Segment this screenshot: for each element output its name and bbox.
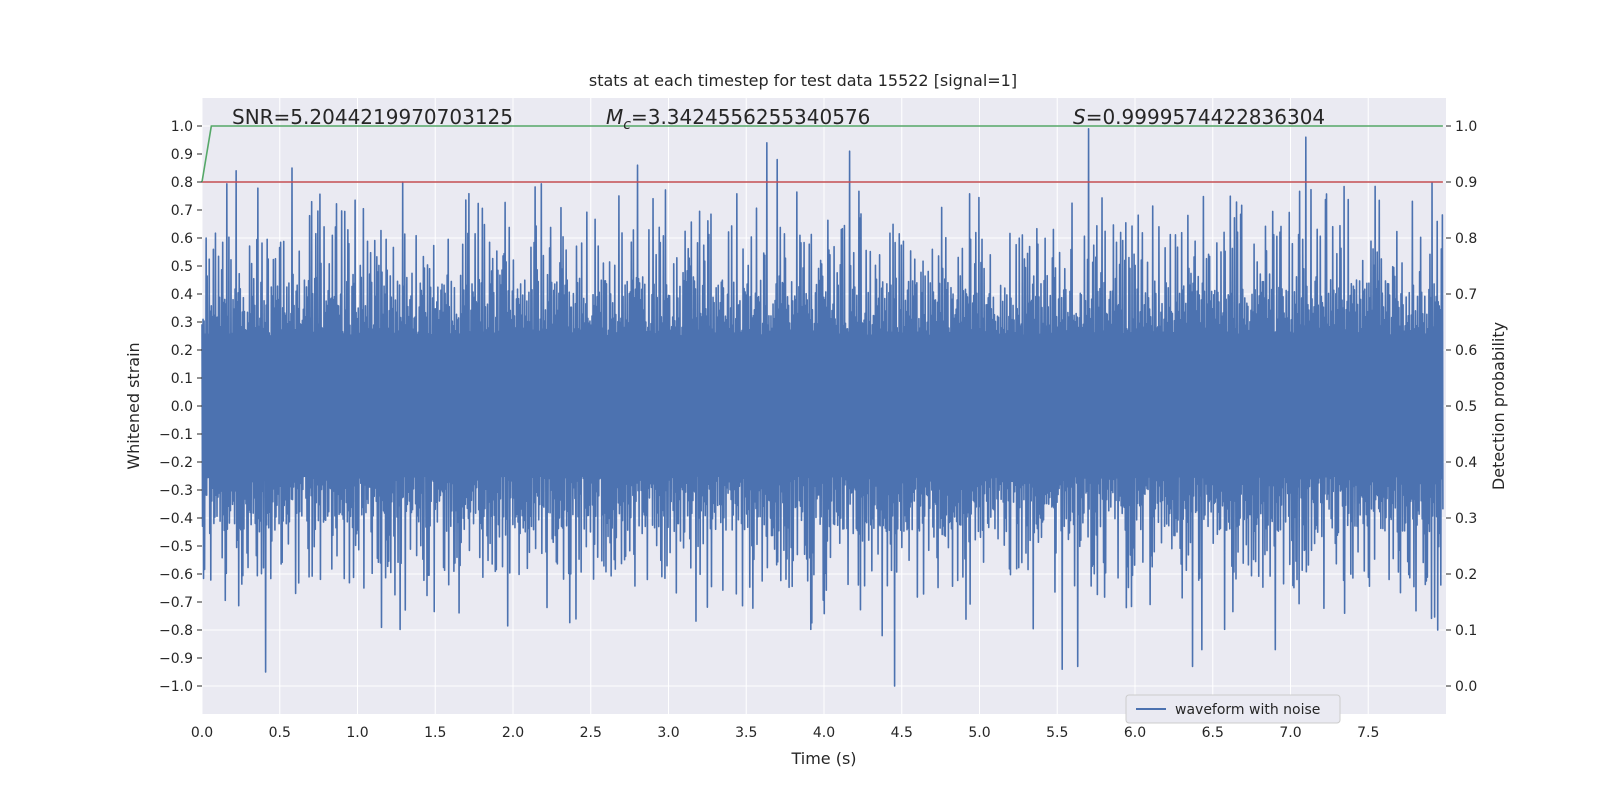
- y-left-tick-label: 0.7: [171, 203, 193, 219]
- x-tick-label: 7.5: [1357, 725, 1379, 741]
- y-right-tick-label: 0.0: [1455, 679, 1477, 695]
- y-right-tick-label: 0.9: [1455, 175, 1477, 191]
- y-left-tick-label: 0.0: [171, 399, 193, 415]
- x-tick-label: 2.0: [502, 725, 524, 741]
- y-right-tick-label: 0.1: [1455, 623, 1477, 639]
- y-left-tick-label: 0.8: [171, 175, 193, 191]
- y-right-tick-label: 0.6: [1455, 343, 1477, 359]
- detection-probability-line: [201, 125, 1443, 183]
- y-left-tick-label: −0.9: [159, 651, 193, 667]
- y-right-tick-label: 0.2: [1455, 567, 1477, 583]
- y-left-tick-label: 0.6: [171, 231, 193, 247]
- x-tick-label: 3.5: [735, 725, 757, 741]
- y-left-tick-label: −0.4: [159, 511, 193, 527]
- score-value: =0.9999574422836304: [1086, 105, 1325, 129]
- y-left-tick-label: −0.2: [159, 455, 193, 471]
- probability-series: [201, 125, 1443, 183]
- y-left-tick-label: −0.6: [159, 567, 193, 583]
- y-right-tick-label: 0.4: [1455, 455, 1477, 471]
- y-right-tick-label: 0.3: [1455, 511, 1477, 527]
- y-left-tick-label: 0.1: [171, 371, 193, 387]
- legend: waveform with noise: [1125, 694, 1341, 724]
- y-left-tick-label: 0.3: [171, 315, 193, 331]
- x-tick-label: 5.0: [968, 725, 990, 741]
- legend-label: waveform with noise: [1175, 702, 1320, 718]
- score-annotation: S=0.9999574422836304: [1073, 105, 1325, 129]
- y-left-tick-label: −0.3: [159, 483, 193, 499]
- y-right-tick-label: 1.0: [1455, 119, 1477, 135]
- y-left-tick-label: 1.0: [171, 119, 193, 135]
- chirp-mass-value: =3.3424556255340576: [631, 105, 870, 129]
- score-symbol: S: [1073, 105, 1086, 129]
- x-axis-label: Time (s): [790, 749, 856, 768]
- x-tick-label: 4.5: [891, 725, 913, 741]
- chirp-mass-subscript: c: [623, 117, 631, 133]
- x-tick-label: 5.5: [1046, 725, 1068, 741]
- x-tick-label: 7.0: [1279, 725, 1301, 741]
- waveform-line: [201, 128, 1444, 687]
- axis-ticks: 0.0 0.5 1.0 1.5 2.0 2.5 3.0 3.5 4.0 4.5 5.0 5.5 6.0 6…: [159, 119, 1477, 741]
- x-tick-label: 6.5: [1202, 725, 1224, 741]
- y-left-tick-label: −1.0: [159, 679, 193, 695]
- chart-title: stats at each timestep for test data 155…: [589, 71, 1017, 90]
- x-tick-label: 3.0: [657, 725, 679, 741]
- y-right-tick-label: 0.8: [1455, 231, 1477, 247]
- x-tick-label: 6.0: [1124, 725, 1146, 741]
- chirp-mass-symbol: M: [606, 105, 623, 129]
- x-tick-label: 1.5: [424, 725, 446, 741]
- y-right-tick-label: 0.7: [1455, 287, 1477, 303]
- legend-box: [1125, 694, 1341, 724]
- y-left-tick-label: −0.7: [159, 595, 193, 611]
- chirp-mass-annotation: Mc=3.3424556255340576: [606, 105, 870, 133]
- y-right-tick-label: 0.5: [1455, 399, 1477, 415]
- x-tick-label: 0.5: [269, 725, 291, 741]
- waveform-series: [201, 128, 1444, 687]
- y-left-tick-label: 0.9: [171, 147, 193, 163]
- y-left-tick-label: −0.8: [159, 623, 193, 639]
- x-tick-label: 2.5: [580, 725, 602, 741]
- y-left-tick-label: 0.4: [171, 287, 193, 303]
- x-tick-label: 0.0: [191, 725, 213, 741]
- snr-annotation: SNR=5.2044219970703125: [232, 105, 513, 129]
- x-tick-label: 1.0: [346, 725, 368, 741]
- y-left-tick-label: 0.5: [171, 259, 193, 275]
- y-left-tick-label: −0.5: [159, 539, 193, 555]
- y-left-tick-label: −0.1: [159, 427, 193, 443]
- y-axis-left-label: Whitened strain: [124, 342, 143, 469]
- x-tick-label: 4.0: [813, 725, 835, 741]
- y-axis-right-label: Detection probability: [1489, 322, 1508, 490]
- y-left-tick-label: 0.2: [171, 343, 193, 359]
